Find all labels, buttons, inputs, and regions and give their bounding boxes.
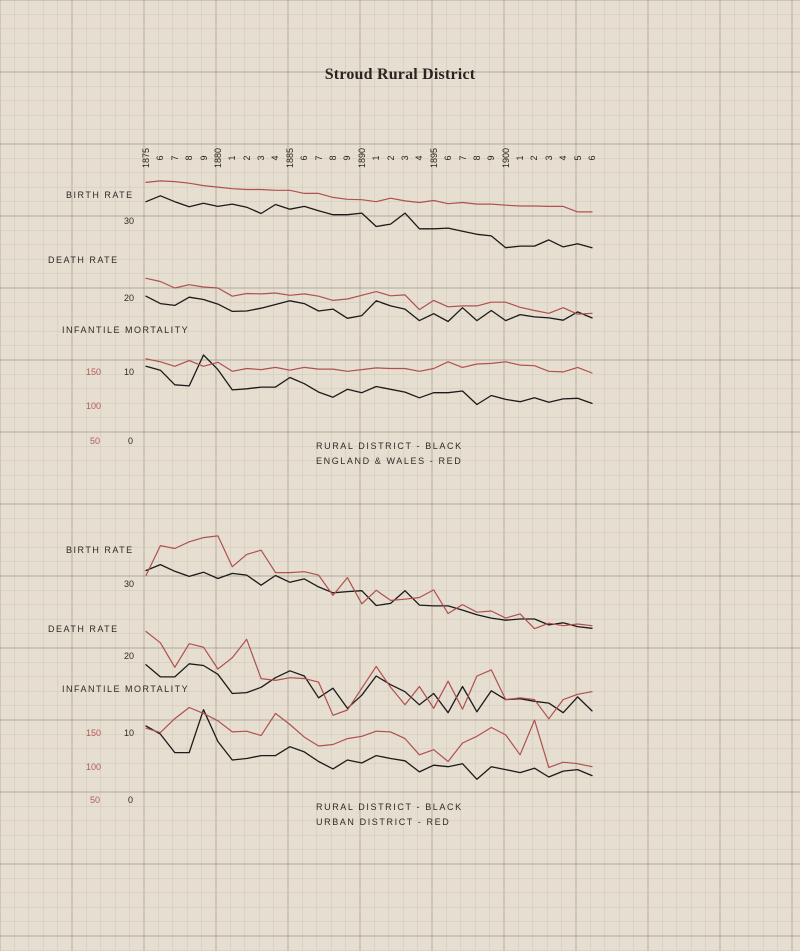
year-label: 7 — [457, 155, 468, 161]
tick-10-2: 10 — [124, 728, 135, 738]
series-line-1-birth-rural — [145, 563, 593, 629]
tick-30-2: 30 — [124, 579, 135, 589]
legend-england-wales: England & Wales - Red — [316, 456, 463, 466]
year-label: 3 — [543, 155, 554, 161]
year-label: 4 — [558, 155, 569, 161]
death-rate-label-2: Death Rate — [48, 624, 119, 634]
year-label: 7 — [169, 155, 180, 161]
year-label: 9 — [342, 155, 353, 161]
year-label: 7 — [313, 155, 324, 161]
year-label: 3 — [256, 155, 267, 161]
tick-20-2: 20 — [124, 651, 135, 661]
series-line-0-death-comparison — [145, 277, 593, 315]
legend-urban-district: Urban District - Red — [316, 817, 451, 827]
series-line-0-birth-rural — [145, 195, 593, 249]
year-label: 6 — [443, 155, 454, 161]
series-line-0-death-rural — [145, 295, 593, 323]
series-line-1-death-comparison — [145, 630, 593, 720]
year-label: 6 — [155, 155, 166, 161]
im-tick-50-1: 50 — [90, 436, 101, 446]
series-line-1-birth-comparison — [145, 535, 593, 630]
year-label: 8 — [184, 155, 195, 161]
year-label: 4 — [414, 155, 425, 161]
series-line-1-im-comparison — [145, 706, 593, 769]
year-label: 5 — [572, 155, 583, 161]
birth-rate-label-1: Birth Rate — [66, 190, 134, 200]
tick-0-2: 0 — [128, 795, 134, 805]
year-label: 1890 — [356, 147, 367, 169]
death-rate-label-1: Death Rate — [48, 255, 119, 265]
series-line-1-im-rural — [145, 709, 593, 780]
im-tick-150-1: 150 — [86, 367, 102, 377]
series-line-0-im-comparison — [145, 358, 593, 374]
im-tick-150-2: 150 — [86, 728, 102, 738]
tick-20-1: 20 — [124, 293, 135, 303]
year-label: 1875 — [141, 147, 151, 169]
tick-0-1: 0 — [128, 436, 134, 446]
infant-mortality-label-2: Infantile Mortality — [62, 684, 190, 694]
series-line-1-death-rural — [145, 663, 593, 714]
year-label: 1880 — [212, 147, 223, 169]
birth-rate-label-2: Birth Rate — [66, 545, 134, 555]
year-label: 6 — [587, 155, 597, 161]
series-line-0-birth-comparison — [145, 180, 593, 213]
year-label: 1895 — [428, 147, 439, 169]
year-label: 6 — [299, 155, 310, 161]
year-label: 8 — [328, 155, 339, 161]
year-label: 1885 — [284, 147, 295, 169]
year-label: 3 — [399, 155, 410, 161]
year-label: 4 — [270, 155, 281, 161]
year-label: 1 — [227, 155, 238, 161]
year-label: 2 — [529, 155, 540, 161]
im-tick-50-2: 50 — [90, 795, 101, 805]
year-label: 8 — [471, 155, 482, 161]
year-label: 1 — [515, 155, 526, 161]
year-label: 9 — [198, 155, 209, 161]
infant-mortality-label-1: Infantile Mortality — [62, 325, 190, 335]
legend-rural-2: Rural District - Black — [316, 802, 463, 812]
year-label: 9 — [486, 155, 497, 161]
year-label: 1900 — [500, 147, 511, 169]
tick-30-1: 30 — [124, 216, 135, 226]
tick-10-1: 10 — [124, 367, 135, 377]
year-label: 2 — [385, 155, 396, 161]
legend-rural-1: Rural District - Black — [316, 441, 463, 451]
im-tick-100-1: 100 — [86, 401, 102, 411]
chart-title: Stroud Rural District — [324, 66, 476, 83]
series-line-0-im-rural — [145, 354, 593, 406]
im-tick-100-2: 100 — [86, 762, 102, 772]
year-label: 1 — [371, 155, 382, 161]
year-label: 2 — [241, 155, 252, 161]
